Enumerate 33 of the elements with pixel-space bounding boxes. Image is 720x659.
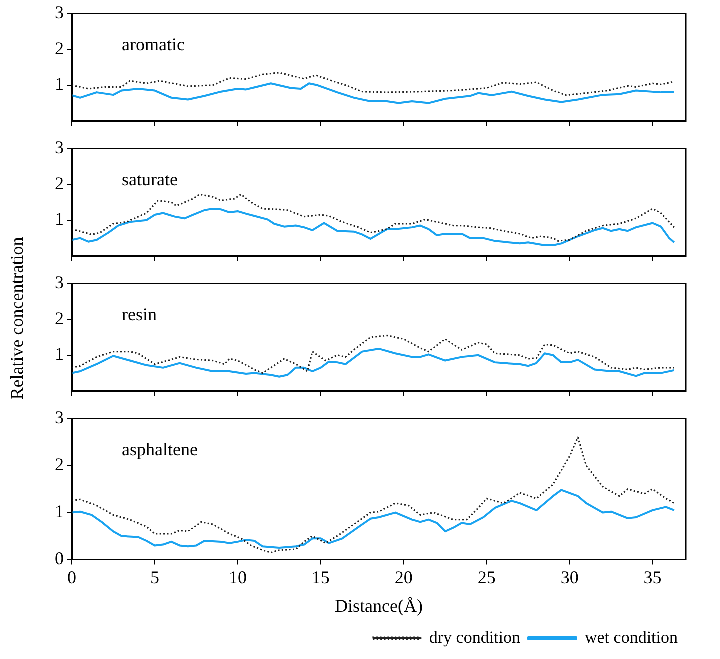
y-tick-label: 3: [55, 138, 64, 158]
y-tick-label: 1: [55, 502, 64, 522]
y-tick-label: 3: [55, 272, 64, 293]
text: resin: [122, 304, 157, 325]
line-series: [72, 72, 676, 96]
y-tick-label: 2: [55, 308, 64, 328]
y-tick-label: 2: [55, 38, 64, 58]
legend-label: dry condition: [429, 628, 521, 647]
x-tick-label: 15: [312, 567, 330, 588]
y-tick-label: 1: [55, 74, 64, 94]
y-tick-label: 3: [55, 408, 64, 428]
y-tick-label: 1: [55, 209, 64, 230]
text: asphaltene: [122, 440, 198, 460]
legend-label: wet condition: [584, 628, 678, 647]
x-tick-label: 5: [150, 567, 160, 588]
x-tick-label: 0: [68, 567, 76, 588]
line-series: [72, 334, 676, 374]
x-tick-label: 20: [394, 567, 413, 588]
x-tick-label: 25: [478, 567, 496, 588]
y-tick-label: 0: [55, 548, 64, 569]
y-tick-label: 2: [55, 454, 64, 475]
text: aromatic: [122, 34, 185, 55]
text: saturate: [122, 170, 178, 190]
y-tick-label: 3: [55, 2, 64, 23]
line-series: [72, 436, 676, 554]
line-series: [72, 194, 676, 242]
y-axis-title: Relative concentration: [6, 236, 28, 400]
x-tick-label: 35: [644, 567, 662, 588]
x-tick-label: 30: [560, 567, 579, 588]
x-axis-title: Distance(Å): [335, 596, 423, 616]
x-tick-label: 10: [228, 567, 247, 588]
y-tick-label: 2: [55, 173, 64, 194]
y-tick-label: 1: [55, 344, 64, 364]
